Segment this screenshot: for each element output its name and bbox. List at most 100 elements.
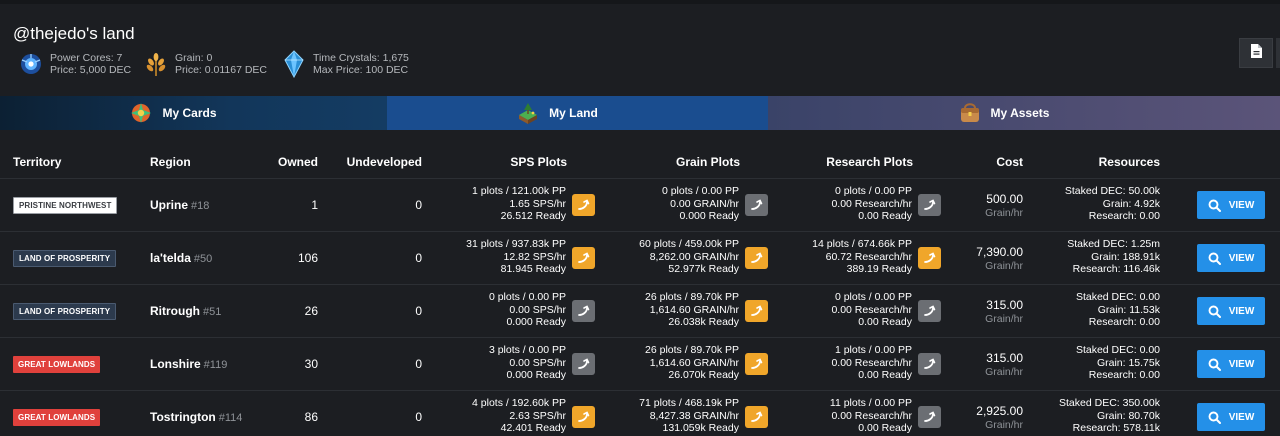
research-plots-ready: 0.00 Ready <box>858 316 912 328</box>
research-claim-button[interactable] <box>918 406 941 428</box>
sps-claim-button[interactable] <box>572 247 595 269</box>
region-name: Lonshire #119 <box>150 357 227 371</box>
claim-icon <box>750 304 763 318</box>
tab-my-land-label: My Land <box>549 106 598 120</box>
region-name: la'telda #50 <box>150 251 212 265</box>
research-plots-cell: 0 plots / 0.00 PP 0.00 Research/hr 0.00 … <box>742 185 912 223</box>
time-crystals-max-price: Max Price: 100 DEC <box>313 64 409 76</box>
table-row: GREAT LOWLANDS Tostrington #114 86 0 4 pl… <box>0 391 1280 436</box>
grain-plots-rate: 8,427.38 GRAIN/hr <box>649 409 739 422</box>
grain-plots-cell: 71 plots / 468.19k PP 8,427.38 GRAIN/hr … <box>569 397 739 435</box>
grain-label: Grain: 0 <box>175 51 213 64</box>
col-resources[interactable]: Resources <box>1098 155 1160 169</box>
col-region[interactable]: Region <box>150 155 191 169</box>
tab-my-assets[interactable]: My Assets <box>768 96 1280 130</box>
view-button[interactable]: VIEW <box>1197 191 1265 219</box>
research-plots-cell: 0 plots / 0.00 PP 0.00 Research/hr 0.00 … <box>742 291 912 329</box>
view-button[interactable]: VIEW <box>1197 244 1265 272</box>
resource-staked-dec: Staked DEC: 50.00k <box>1064 185 1160 197</box>
owned-count: 1 <box>311 198 318 212</box>
owned-count: 26 <box>304 304 318 318</box>
resource-staked-dec: Staked DEC: 0.00 <box>1075 344 1160 356</box>
cost-value: 2,925.00 <box>976 404 1023 418</box>
view-button-label: VIEW <box>1228 305 1255 317</box>
grain-plots-pp: 26 plots / 89.70k PP <box>645 291 739 303</box>
sps-plots-pp: 1 plots / 121.00k PP <box>472 185 566 197</box>
table-row: GREAT LOWLANDS Lonshire #119 30 0 3 plots… <box>0 338 1280 391</box>
owned-count: 30 <box>304 357 318 371</box>
cost-cell: 2,925.00 Grain/hr <box>950 404 1023 432</box>
secondary-button-edge[interactable] <box>1276 38 1280 68</box>
grain-plots-cell: 60 plots / 459.00k PP 8,262.00 GRAIN/hr … <box>569 238 739 276</box>
research-claim-button[interactable] <box>918 300 941 322</box>
research-plots-rate: 0.00 Research/hr <box>831 303 912 316</box>
view-button-label: VIEW <box>1228 199 1255 211</box>
table-row: LAND OF PROSPERITY la'telda #50 106 0 31 … <box>0 232 1280 285</box>
resource-research: Research: 0.00 <box>1088 210 1160 222</box>
col-cost[interactable]: Cost <box>996 155 1023 169</box>
grain-claim-button[interactable] <box>745 300 768 322</box>
grain-plots-rate: 1,614.60 GRAIN/hr <box>649 303 739 316</box>
sps-claim-button[interactable] <box>572 194 595 216</box>
sps-plots-ready: 0.000 Ready <box>506 316 566 328</box>
table-row: PRISTINE NORTHWEST Uprine #18 1 0 1 plots… <box>0 179 1280 232</box>
view-button-label: VIEW <box>1228 252 1255 264</box>
table-header: Territory Region Owned Undeveloped SPS P… <box>0 130 1280 179</box>
grain-plots-ready: 131.059k Ready <box>662 422 739 434</box>
view-button[interactable]: VIEW <box>1197 297 1265 325</box>
research-claim-button[interactable] <box>918 247 941 269</box>
claim-icon <box>923 251 936 265</box>
region-number: #18 <box>191 200 210 212</box>
resource-staked-dec: Staked DEC: 1.25m <box>1067 238 1160 250</box>
claim-icon <box>750 198 763 212</box>
sps-claim-button[interactable] <box>572 353 595 375</box>
section-tabs: My Cards My Land My Assets <box>0 96 1280 130</box>
col-undeveloped[interactable]: Undeveloped <box>346 155 422 169</box>
research-claim-button[interactable] <box>918 194 941 216</box>
claim-icon <box>577 198 590 212</box>
resource-staked-dec: Staked DEC: 350.00k <box>1059 397 1160 409</box>
cost-cell: 7,390.00 Grain/hr <box>950 245 1023 273</box>
col-owned[interactable]: Owned <box>277 155 318 169</box>
sps-plots-rate: 0.00 SPS/hr <box>509 356 566 369</box>
col-territory[interactable]: Territory <box>13 155 62 169</box>
grain-claim-button[interactable] <box>745 406 768 428</box>
research-plots-pp: 11 plots / 0.00 PP <box>829 397 912 409</box>
cost-unit: Grain/hr <box>985 313 1023 325</box>
sps-plots-rate: 12.82 SPS/hr <box>503 250 566 263</box>
grain-plots-ready: 26.070k Ready <box>668 369 739 381</box>
sps-claim-button[interactable] <box>572 406 595 428</box>
view-button-label: VIEW <box>1228 358 1255 370</box>
view-button[interactable]: VIEW <box>1197 350 1265 378</box>
research-claim-button[interactable] <box>918 353 941 375</box>
tab-my-land[interactable]: My Land <box>387 96 768 130</box>
region-label: Ritrough <box>150 304 200 318</box>
claim-icon <box>923 198 936 212</box>
grain-plots-ready: 26.038k Ready <box>668 316 739 328</box>
grain-plots-rate: 1,614.60 GRAIN/hr <box>649 356 739 369</box>
sps-plots-cell: 3 plots / 0.00 PP 0.00 SPS/hr 0.000 Read… <box>396 344 566 382</box>
view-button[interactable]: VIEW <box>1197 403 1265 431</box>
sps-plots-pp: 4 plots / 192.60k PP <box>472 397 566 409</box>
sps-plots-rate: 0.00 SPS/hr <box>509 303 566 316</box>
col-sps-plots[interactable]: SPS Plots <box>510 155 567 169</box>
claim-icon <box>923 357 936 371</box>
region-name: Tostrington #114 <box>150 410 242 424</box>
region-label: Lonshire <box>150 357 201 371</box>
col-research-plots[interactable]: Research Plots <box>826 155 913 169</box>
grain-plots-pp: 26 plots / 89.70k PP <box>645 344 739 356</box>
region-number: #119 <box>203 359 228 371</box>
land-icon <box>517 101 539 125</box>
grain-claim-button[interactable] <box>745 247 768 269</box>
cost-cell: 315.00 Grain/hr <box>950 298 1023 326</box>
region-label: Tostrington <box>150 410 216 424</box>
col-grain-plots[interactable]: Grain Plots <box>675 155 740 169</box>
resources-cell: Staked DEC: 0.00 Grain: 11.53k Research:… <box>1010 291 1160 329</box>
region-name: Uprine #18 <box>150 198 209 212</box>
grain-claim-button[interactable] <box>745 194 768 216</box>
tab-my-cards[interactable]: My Cards <box>0 96 387 130</box>
export-button[interactable] <box>1239 38 1273 68</box>
resource-grain: Grain: 11.53k <box>1097 303 1160 316</box>
sps-claim-button[interactable] <box>572 300 595 322</box>
grain-claim-button[interactable] <box>745 353 768 375</box>
